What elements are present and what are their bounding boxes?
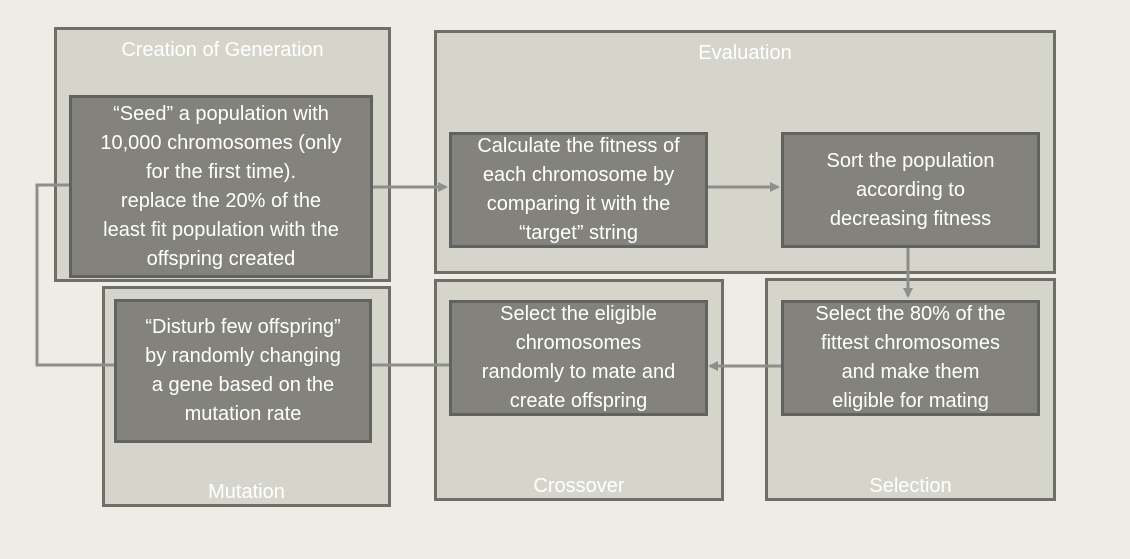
- mutation-box: “Disturb few offspring” by randomly chan…: [114, 299, 372, 443]
- selection-box-text: Select the 80% of the fittest chromosome…: [815, 300, 1005, 416]
- mutation-box-text: “Disturb few offspring” by randomly chan…: [145, 313, 341, 429]
- sort-box-text: Sort the population according to decreas…: [827, 147, 995, 234]
- fitness-box: Calculate the fitness of each chromosome…: [449, 132, 708, 248]
- fitness-box-text: Calculate the fitness of each chromosome…: [477, 132, 679, 248]
- evaluation-panel-title: Evaluation: [437, 41, 1053, 65]
- selection-panel-title: Selection: [768, 474, 1053, 498]
- crossover-box-text: Select the eligible chromosomes randomly…: [482, 300, 675, 416]
- crossover-panel-title: Crossover: [437, 474, 721, 498]
- selection-box: Select the 80% of the fittest chromosome…: [781, 300, 1040, 416]
- creation-box-text: “Seed” a population with 10,000 chromoso…: [100, 100, 341, 274]
- crossover-box: Select the eligible chromosomes randomly…: [449, 300, 708, 416]
- mutation-panel-title: Mutation: [105, 480, 388, 504]
- creation-box: “Seed” a population with 10,000 chromoso…: [69, 95, 373, 278]
- creation-panel-title: Creation of Generation: [57, 38, 388, 62]
- sort-box: Sort the population according to decreas…: [781, 132, 1040, 248]
